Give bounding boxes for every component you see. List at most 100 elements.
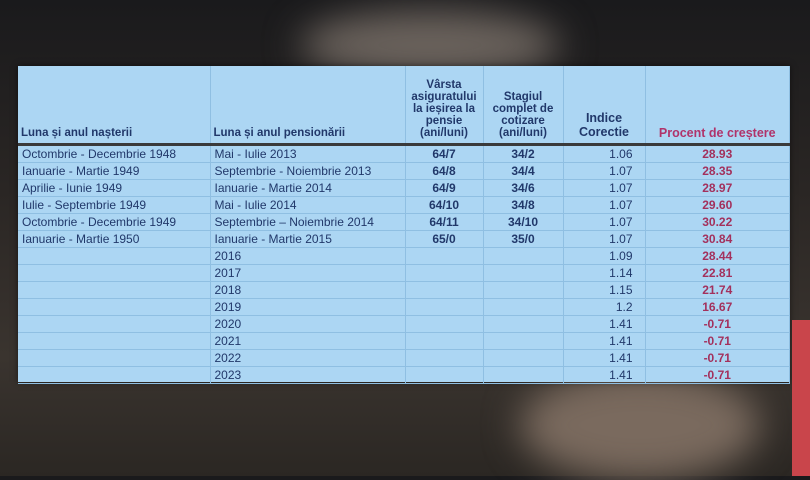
contribution-cell [483,281,564,299]
retirement-cell: 2023 [210,366,406,384]
index-cell: 1.15 [563,281,646,299]
birth-cell [18,349,211,367]
percent-cell: 28.93 [645,144,790,163]
birth-cell [18,247,211,265]
birth-cell: Octombrie - Decembrie 1949 [18,213,211,231]
retirement-cell: 2016 [210,247,406,265]
retirement-cell: 2020 [210,315,406,333]
header-row: Luna și anul nașterii Luna și anul pensi… [18,66,790,146]
birth-cell: Iulie - Septembrie 1949 [18,196,211,214]
table-row: 2022 1.41 -0.71 [18,349,790,367]
presenter [792,320,810,476]
retirement-cell: 2018 [210,281,406,299]
retirement-cell: Mai - Iulie 2013 [210,144,406,163]
table-row: Octombrie - Decembrie 1948 Mai - Iulie 20… [18,144,790,163]
table-row: Aprilie - Iunie 1949 Ianuarie - Martie 20… [18,179,790,197]
birth-cell [18,298,211,316]
retirement-cell: Ianuarie - Martie 2015 [210,230,406,248]
contribution-cell: 34/6 [483,179,564,197]
birth-cell: Aprilie - Iunie 1949 [18,179,211,197]
percent-cell: 29.60 [645,196,790,214]
birth-cell: Octombrie - Decembrie 1948 [18,144,211,163]
table-row: Ianuarie - Martie 1949 Septembrie - Noiem… [18,162,790,180]
percent-cell: -0.71 [645,332,790,350]
contribution-cell [483,332,564,350]
retirement-cell: 2019 [210,298,406,316]
age-cell [405,298,484,316]
retirement-cell: Mai - Iulie 2014 [210,196,406,214]
table-row: 2017 1.14 22.81 [18,264,790,282]
table-row: 2018 1.15 21.74 [18,281,790,299]
percent-cell: -0.71 [645,315,790,333]
percent-cell: 30.22 [645,213,790,231]
header-index: Indice Corectie [563,66,646,146]
age-cell [405,366,484,384]
age-cell [405,349,484,367]
birth-cell [18,366,211,384]
table-row: 2023 1.41 -0.71 [18,366,790,384]
birth-cell [18,281,211,299]
percent-cell: 28.97 [645,179,790,197]
index-cell: 1.41 [563,315,646,333]
birth-cell [18,332,211,350]
birth-cell: Ianuarie - Martie 1950 [18,230,211,248]
index-cell: 1.07 [563,179,646,197]
contribution-cell: 35/0 [483,230,564,248]
index-cell: 1.41 [563,349,646,367]
age-cell: 64/10 [405,196,484,214]
contribution-cell [483,247,564,265]
contribution-cell: 34/4 [483,162,564,180]
index-cell: 1.06 [563,144,646,163]
birth-cell: Ianuarie - Martie 1949 [18,162,211,180]
contribution-cell [483,315,564,333]
header-contribution: Stagiul complet de cotizare (ani/luni) [483,66,564,146]
birth-cell [18,264,211,282]
header-birth: Luna și anul nașterii [18,66,211,146]
contribution-cell [483,366,564,384]
table-row: Iulie - Septembrie 1949 Mai - Iulie 2014 6… [18,196,790,214]
percent-cell: 30.84 [645,230,790,248]
age-cell [405,264,484,282]
age-cell: 64/9 [405,179,484,197]
age-cell: 64/7 [405,144,484,163]
index-cell: 1.09 [563,247,646,265]
index-cell: 1.07 [563,230,646,248]
percent-cell: 21.74 [645,281,790,299]
contribution-cell: 34/2 [483,144,564,163]
percent-cell: 22.81 [645,264,790,282]
index-cell: 1.07 [563,162,646,180]
age-cell: 64/11 [405,213,484,231]
age-cell [405,247,484,265]
percent-cell: -0.71 [645,366,790,384]
table-row: 2020 1.41 -0.71 [18,315,790,333]
age-cell [405,332,484,350]
retirement-cell: 2022 [210,349,406,367]
data-table-screen: Luna și anul nașterii Luna și anul pensi… [18,66,790,384]
header-age: Vârsta asiguratului la ieșirea la pensie… [405,66,484,146]
index-cell: 1.07 [563,213,646,231]
retirement-cell: 2017 [210,264,406,282]
age-cell [405,315,484,333]
table-row: 2019 1.2 16.67 [18,298,790,316]
percent-cell: 28.44 [645,247,790,265]
index-cell: 1.07 [563,196,646,214]
percent-cell: 16.67 [645,298,790,316]
table-row: 2016 1.09 28.44 [18,247,790,265]
header-retirement: Luna și anul pensionării [210,66,406,146]
index-cell: 1.14 [563,264,646,282]
contribution-cell [483,298,564,316]
birth-cell [18,315,211,333]
retirement-cell: Ianuarie - Martie 2014 [210,179,406,197]
index-cell: 1.41 [563,366,646,384]
retirement-cell: Septembrie – Noiembrie 2014 [210,213,406,231]
background-hand [520,370,760,480]
pension-table: Luna și anul nașterii Luna și anul pensi… [18,66,790,384]
table-row: Octombrie - Decembrie 1949 Septembrie – N… [18,213,790,231]
age-cell: 64/8 [405,162,484,180]
table-row: 2021 1.41 -0.71 [18,332,790,350]
retirement-cell: Septembrie - Noiembrie 2013 [210,162,406,180]
index-cell: 1.2 [563,298,646,316]
retirement-cell: 2021 [210,332,406,350]
contribution-cell [483,264,564,282]
age-cell [405,281,484,299]
